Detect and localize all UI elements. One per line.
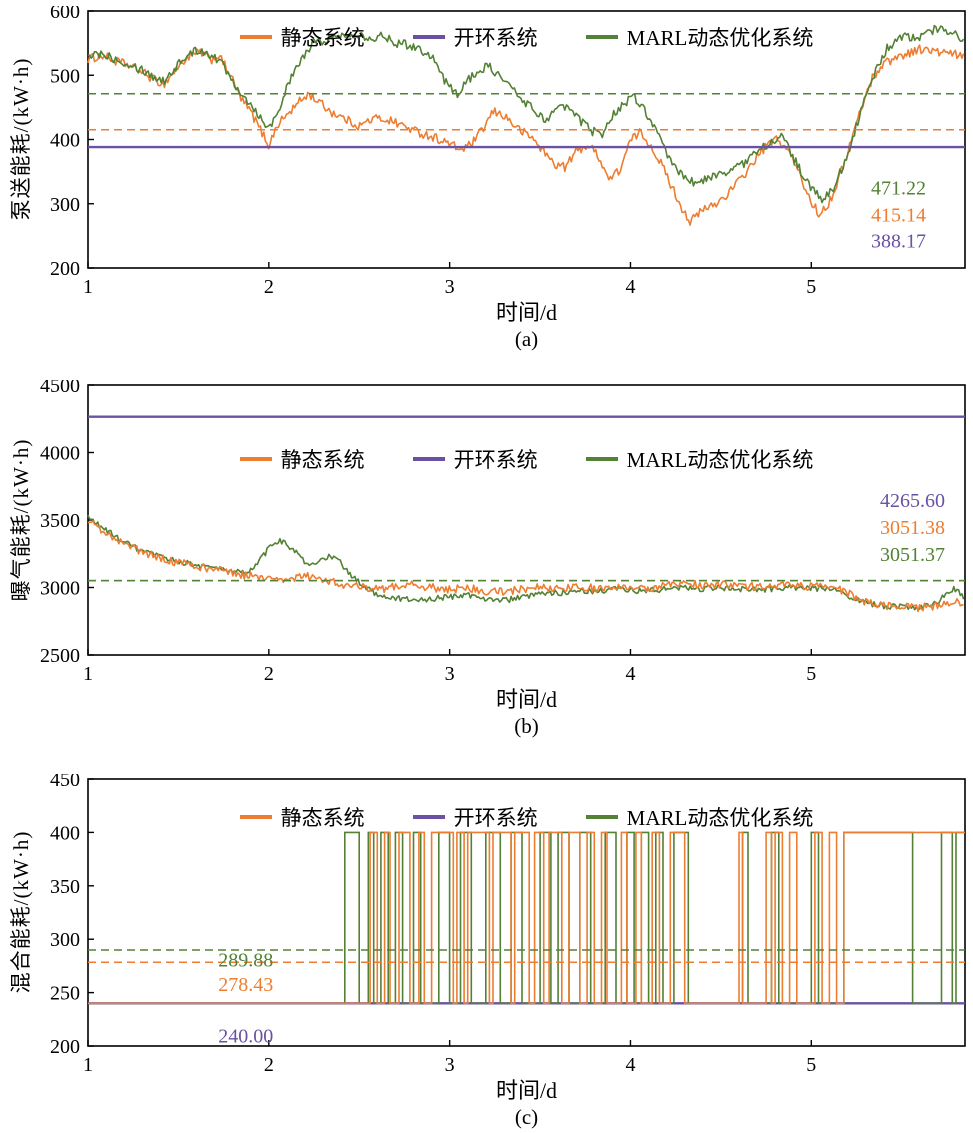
- y-tick-label: 450: [50, 774, 80, 791]
- series-line: [87, 514, 965, 611]
- x-tick-label: 4: [625, 276, 635, 298]
- y-tick-label: 3000: [40, 578, 80, 600]
- x-tick-label: 5: [806, 276, 816, 298]
- chart-c-x-axis-label: 时间/d: [495, 1078, 558, 1103]
- y-tick-label: 250: [50, 983, 80, 1005]
- chart-b-canvas: 2500 3000 3500 4000 4500 1 2 3 4 5 4265.60 3051.38 3…: [40, 380, 966, 685]
- y-tick-label: 400: [50, 130, 80, 152]
- plot-frame: [87, 10, 966, 269]
- x-tick-label: 2: [264, 663, 274, 685]
- y-tick-label: 3500: [40, 510, 80, 532]
- x-tick-label: 3: [445, 276, 455, 298]
- y-tick-label: 300: [50, 929, 80, 951]
- value-annotation: 278.43: [218, 974, 273, 996]
- series-line: [87, 44, 965, 226]
- chart-b-caption: (b): [514, 714, 539, 738]
- x-tick-label: 1: [83, 1054, 93, 1076]
- y-tick-label: 300: [50, 194, 80, 216]
- series-line: [87, 520, 964, 613]
- chart-c-canvas: 200 250 300 350 400 450 1 2 3 4 5 289.88 278.43 240.0…: [50, 774, 966, 1076]
- x-tick-label: 1: [83, 663, 93, 685]
- chart-a-x-axis-label: 时间/d: [495, 300, 558, 325]
- chart-c-y-axis-label: 混合能耗/(kW·h): [9, 830, 33, 994]
- chart-a-figure: 200 300 400 500 600 1 2 3 4 5 471.22 415.14 388.17 泵…: [0, 6, 973, 352]
- y-tick-label: 400: [50, 822, 80, 844]
- x-tick-label: 4: [625, 1054, 635, 1076]
- chart-b-y-axis-label: 曝气能耗/(kW·h): [9, 438, 33, 602]
- chart-b-figure: 2500 3000 3500 4000 4500 1 2 3 4 5 4265.60 3051.38 3…: [0, 380, 973, 739]
- x-tick-label: 2: [264, 1054, 274, 1076]
- y-tick-label: 2500: [40, 645, 80, 667]
- value-annotation: 471.22: [871, 178, 926, 200]
- y-tick-label: 4000: [40, 443, 80, 465]
- x-tick-label: 1: [83, 276, 93, 298]
- x-tick-label: 5: [806, 663, 816, 685]
- x-tick-label: 5: [806, 1054, 816, 1076]
- y-tick-label: 350: [50, 876, 80, 898]
- chart-b-x-axis-label: 时间/d: [495, 687, 558, 712]
- chart-a-y-axis-label: 泵送能耗/(kW·h): [9, 57, 33, 221]
- series-square-wave: [88, 831, 965, 1005]
- y-tick-label: 200: [50, 258, 80, 280]
- value-annotation: 4265.60: [880, 490, 945, 512]
- value-annotation: 415.14: [871, 205, 926, 227]
- chart-a-canvas: 200 300 400 500 600 1 2 3 4 5 471.22 415.14 388.17: [50, 6, 966, 298]
- plot-frame: [87, 778, 966, 1047]
- x-tick-label: 4: [625, 663, 635, 685]
- y-tick-label: 500: [50, 65, 80, 87]
- chart-c-caption: (c): [514, 1105, 539, 1129]
- y-tick-label: 4500: [40, 380, 80, 397]
- x-tick-label: 3: [445, 663, 455, 685]
- y-tick-label: 600: [50, 6, 80, 23]
- value-annotation: 3051.37: [880, 544, 945, 566]
- y-tick-label: 200: [50, 1036, 80, 1058]
- chart-a-caption: (a): [514, 327, 539, 351]
- value-annotation: 3051.38: [880, 517, 945, 539]
- x-tick-label: 3: [445, 1054, 455, 1076]
- series-line: [88, 24, 965, 204]
- value-annotation: 388.17: [871, 230, 926, 252]
- chart-c-figure: 200 250 300 350 400 450 1 2 3 4 5 289.88 278.43 240.0…: [0, 774, 973, 1130]
- value-annotation: 289.88: [218, 949, 273, 971]
- value-annotation: 240.00: [218, 1025, 273, 1047]
- plot-frame: [87, 384, 966, 656]
- x-tick-label: 2: [264, 276, 274, 298]
